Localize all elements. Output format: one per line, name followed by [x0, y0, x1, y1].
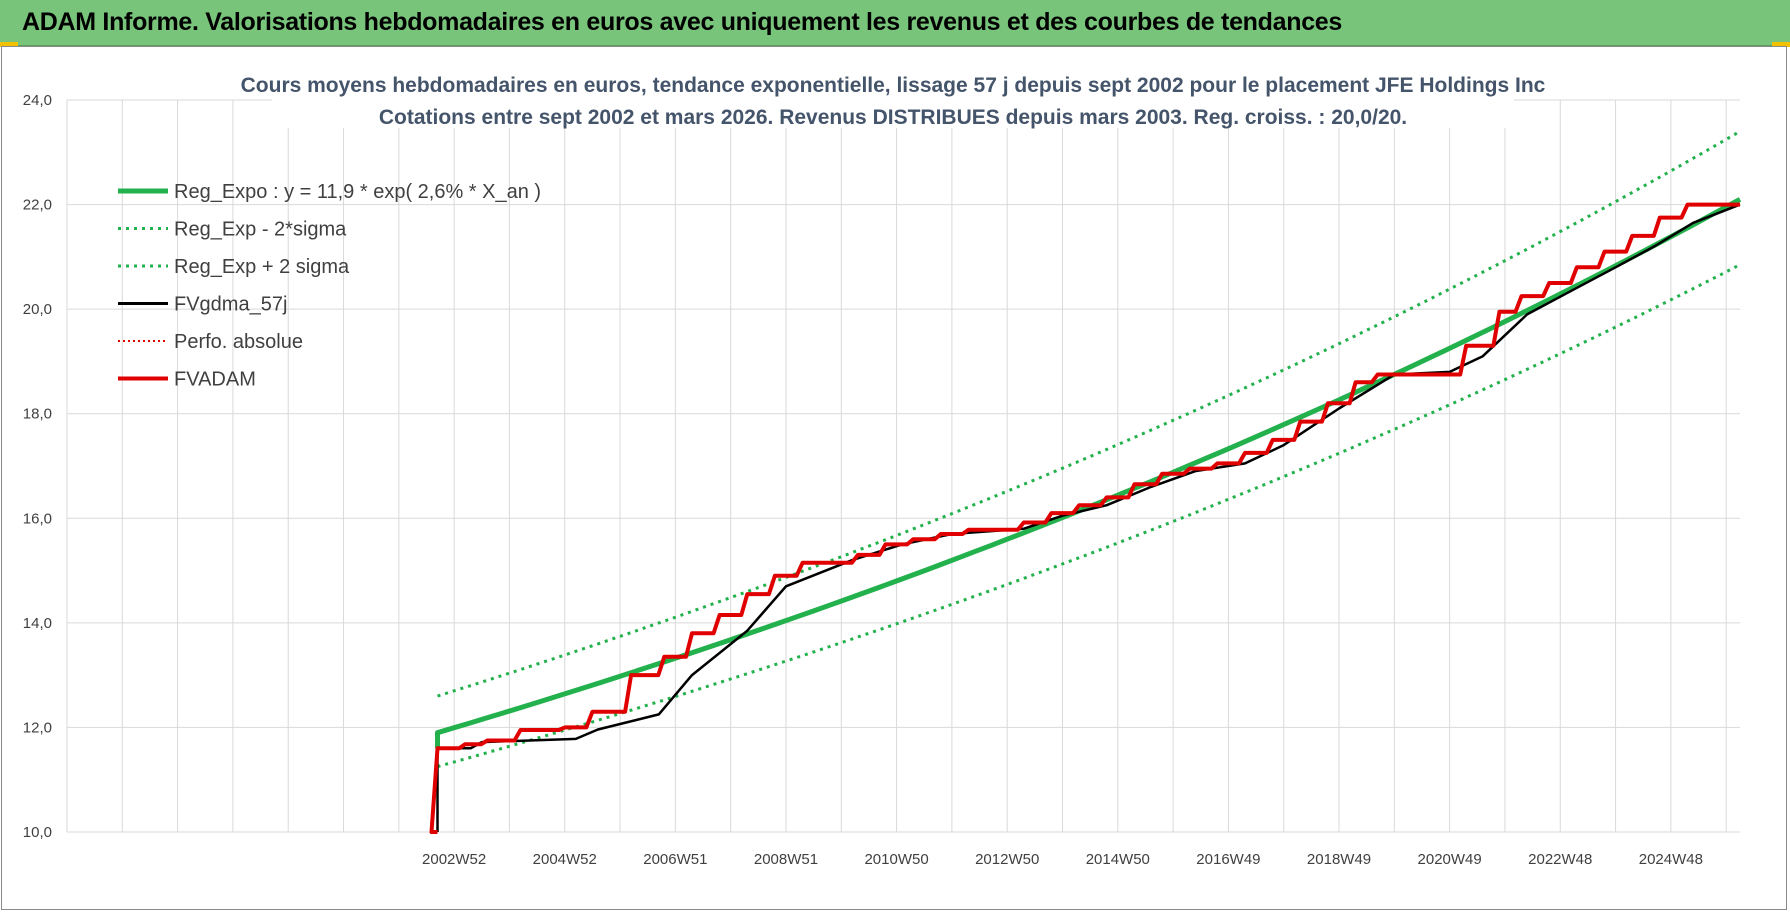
- series-reg-exp-2-sigma: [437, 263, 1741, 769]
- chart-title: Cours moyens hebdomadaires en euros, ten…: [241, 74, 1546, 97]
- legend-label: FVADAM: [174, 369, 256, 391]
- x-tick-label: 2018W49: [1307, 851, 1371, 868]
- series-layer: [429, 130, 1742, 834]
- legend-label: Reg_Exp - 2*sigma: [174, 219, 347, 241]
- x-tick-label: 2002W52: [422, 851, 486, 868]
- series-fvadam: [429, 202, 1740, 834]
- x-tick-label: 2006W51: [643, 851, 707, 868]
- legend: Reg_Expo : y = 11,9 * exp( 2,6% * X_an )…: [118, 181, 541, 391]
- x-tick-label: 2012W50: [975, 851, 1039, 868]
- x-axis: 2002W52 2004W52 2006W51 2008W51 2010W50 2012W…: [422, 851, 1703, 868]
- legend-label: FVgdma_57j: [174, 294, 287, 316]
- y-tick-label: 24,0: [23, 92, 52, 109]
- x-tick-label: 2014W50: [1086, 851, 1150, 868]
- x-tick-label: 2004W52: [533, 851, 597, 868]
- corner-marker-left: [0, 42, 18, 47]
- y-tick-label: 20,0: [23, 301, 52, 318]
- x-tick-label: 2020W49: [1418, 851, 1482, 868]
- y-tick-label: 12,0: [23, 719, 52, 736]
- legend-label: Reg_Exp + 2 sigma: [174, 256, 350, 278]
- grid: [66, 99, 1740, 833]
- corner-marker-right: [1772, 42, 1790, 47]
- x-tick-label: 2024W48: [1639, 851, 1703, 868]
- legend-label: Reg_Expo : y = 11,9 * exp( 2,6% * X_an ): [174, 181, 541, 203]
- y-axis: 10,0 12,0 14,0 16,0 18,0 20,0 22,0 24,0: [23, 92, 52, 841]
- x-tick-label: 2016W49: [1196, 851, 1260, 868]
- legend-label: Perfo. absolue: [174, 331, 303, 353]
- series-reg-expo-y-11-9-exp-2-6-x-an: [435, 197, 1742, 749]
- chart-subtitle: Cotations entre sept 2002 et mars 2026. …: [379, 106, 1407, 129]
- y-tick-label: 22,0: [23, 197, 52, 214]
- y-tick-label: 14,0: [23, 615, 52, 632]
- report-title: ADAM Informe. Valorisations hebdomadaire…: [22, 8, 1343, 36]
- chart-area: [1, 46, 1787, 910]
- x-tick-label: 2008W51: [754, 851, 818, 868]
- y-tick-label: 10,0: [23, 824, 52, 841]
- title-background: [272, 68, 1514, 128]
- y-tick-label: 18,0: [23, 406, 52, 423]
- x-tick-label: 2022W48: [1528, 851, 1592, 868]
- x-tick-label: 2010W50: [864, 851, 928, 868]
- y-tick-label: 16,0: [23, 510, 52, 527]
- series-fvgdma-57j: [436, 203, 1741, 832]
- report-header: ADAM Informe. Valorisations hebdomadaire…: [0, 0, 1790, 46]
